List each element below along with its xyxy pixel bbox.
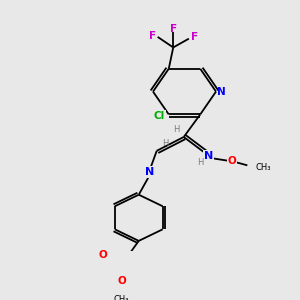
Text: F: F [149,31,156,40]
Text: F: F [191,32,198,42]
Text: O: O [117,276,126,286]
Text: N: N [204,151,214,161]
Text: O: O [99,250,108,260]
Text: H: H [197,158,204,167]
Text: N: N [217,87,226,97]
Text: Cl: Cl [154,111,165,121]
Text: CH₃: CH₃ [256,163,271,172]
Text: H: H [173,125,179,134]
Text: H: H [162,139,168,148]
Text: O: O [228,156,237,166]
Text: F: F [170,24,177,34]
Text: N: N [145,167,154,177]
Text: CH₃: CH₃ [113,295,129,300]
